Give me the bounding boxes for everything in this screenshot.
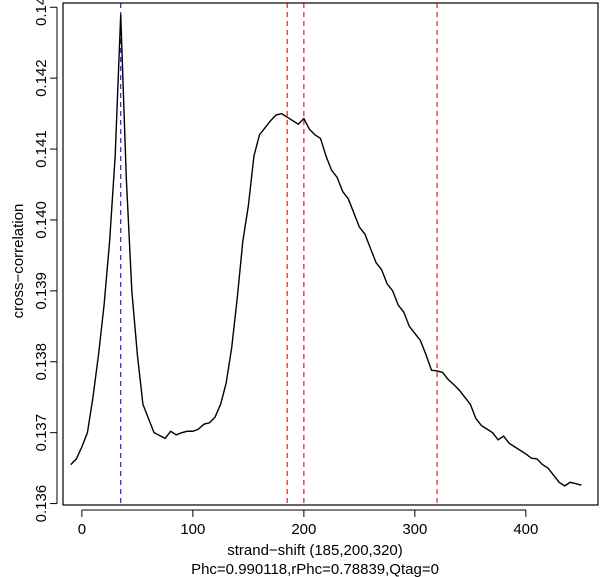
y-tick-label: 0.140 — [33, 201, 50, 239]
y-tick-label: 0.139 — [33, 272, 50, 310]
chart-subtitle: Phc=0.990118,rPhc=0.78839,Qtag=0 — [191, 561, 439, 577]
x-tick-label: 200 — [291, 521, 316, 538]
cross-correlation-line — [70, 14, 582, 487]
x-tick-label: 0 — [78, 521, 86, 538]
y-tick-label: 0.136 — [33, 485, 50, 523]
x-tick-label: 400 — [513, 521, 538, 538]
plot-frame — [62, 2, 599, 506]
y-tick-label: 0.142 — [33, 59, 50, 97]
x-tick-label: 300 — [402, 521, 427, 538]
x-tick-label: 100 — [180, 521, 205, 538]
y-axis: 0.136 0.137 0.138 0.139 0.140 0.141 0.142 0.143 — [33, 0, 58, 523]
y-axis-title: cross−correlation — [10, 204, 27, 319]
y-tick-label: 0.137 — [33, 414, 50, 452]
y-tick-label: 0.138 — [33, 343, 50, 381]
marker-lines — [120, 3, 438, 505]
y-tick-label: 0.141 — [33, 130, 50, 168]
y-tick-label: 0.143 — [33, 0, 50, 26]
x-axis: 0 100 200 300 400 — [78, 509, 538, 538]
x-axis-title: strand−shift (185,200,320) — [227, 542, 403, 559]
